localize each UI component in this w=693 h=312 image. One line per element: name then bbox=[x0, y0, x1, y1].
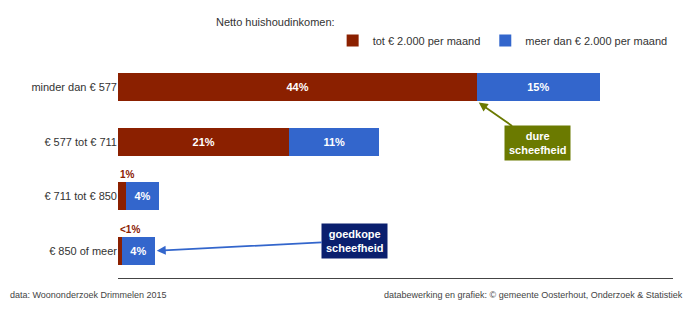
svg-text:21%: 21% bbox=[193, 136, 215, 148]
svg-text:<1%: <1% bbox=[120, 224, 140, 235]
svg-text:15%: 15% bbox=[527, 81, 549, 93]
svg-text:€ 711 tot € 850: € 711 tot € 850 bbox=[44, 190, 117, 202]
svg-text:data: Woononderzoek Drimmelen: data: Woononderzoek Drimmelen 2015 bbox=[10, 290, 166, 300]
svg-text:11%: 11% bbox=[323, 136, 345, 148]
svg-text:44%: 44% bbox=[286, 81, 308, 93]
svg-text:1%: 1% bbox=[120, 169, 135, 180]
svg-text:durescheefheid: durescheefheid bbox=[509, 130, 566, 156]
svg-text:Netto huishoudinkomen:: Netto huishoudinkomen: bbox=[216, 16, 335, 28]
svg-text:databewerking en grafiek: © ge: databewerking en grafiek: © gemeente Oos… bbox=[384, 290, 683, 300]
svg-text:minder dan € 577: minder dan € 577 bbox=[31, 81, 117, 93]
svg-text:4%: 4% bbox=[130, 245, 146, 257]
svg-text:tot € 2.000 per maand: tot € 2.000 per maand bbox=[373, 35, 481, 47]
svg-text:4%: 4% bbox=[134, 190, 150, 202]
svg-text:goedkopescheefheid: goedkopescheefheid bbox=[326, 228, 383, 254]
svg-text:meer dan € 2.000 per maand: meer dan € 2.000 per maand bbox=[525, 35, 667, 47]
svg-text:€ 850 of meer: € 850 of meer bbox=[49, 245, 117, 257]
svg-text:€ 577 tot € 711: € 577 tot € 711 bbox=[44, 136, 117, 148]
